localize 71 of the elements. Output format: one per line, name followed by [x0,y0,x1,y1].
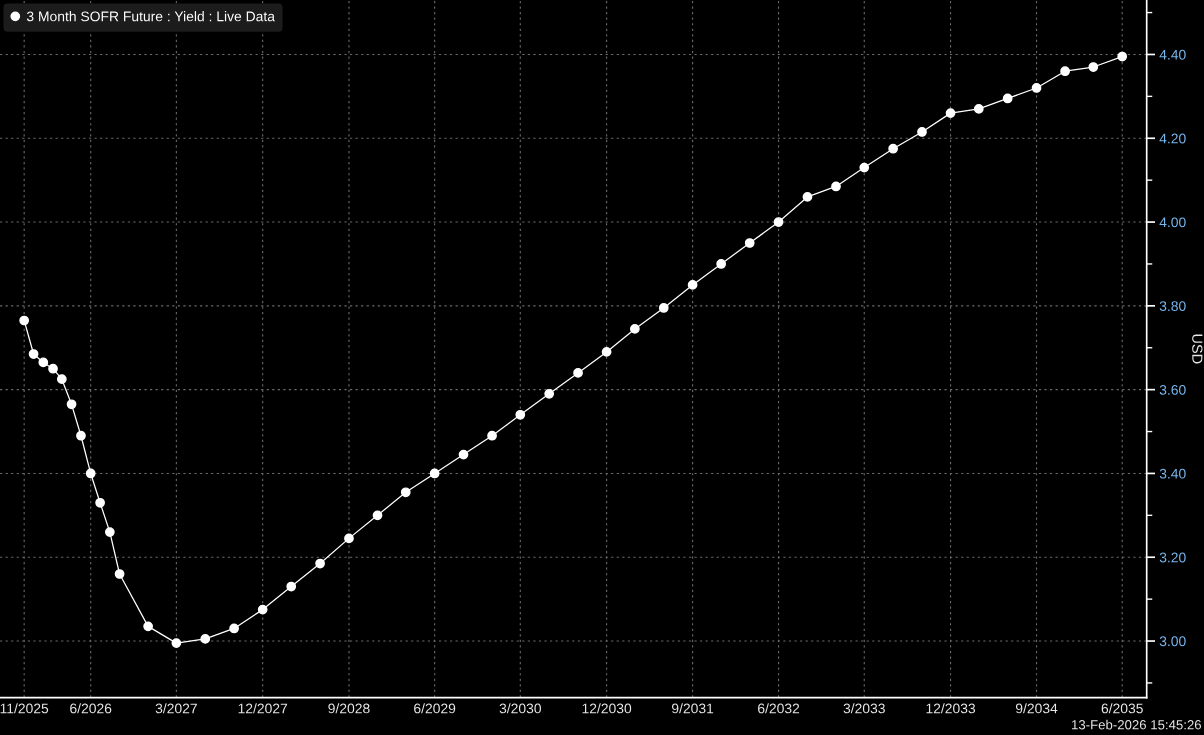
point [143,621,153,632]
point [487,430,497,441]
point [1117,51,1128,62]
point [114,569,125,579]
point [104,527,115,537]
point [515,409,526,420]
y-tick-label: 3.20 [1159,552,1186,563]
point [48,363,58,374]
point [171,638,182,648]
text: 13-Feb-2026 15:45:26 [1072,719,1202,730]
x-tick-label: 9/2034 [1015,703,1058,714]
x-tick-label: 12/2027 [238,703,288,714]
point [286,581,297,592]
point [38,357,49,368]
x-tick-label: 6/2035 [1101,703,1143,714]
point [1088,62,1099,72]
x-tick-label: 9/2031 [672,703,714,714]
point [95,497,105,508]
point [400,487,411,498]
point [76,430,86,441]
x-tick-label: 9/2028 [328,703,370,714]
x-tick-label: 12/2030 [582,703,632,714]
point [56,374,67,385]
point [945,108,956,118]
point [19,315,30,326]
point [888,143,898,154]
x-tick-label: 6/2026 [70,703,112,714]
point [629,324,640,334]
point [716,259,727,269]
x-tick-label: 6/2029 [414,703,456,714]
point [687,280,698,290]
x-tick-label: 3/2033 [843,703,885,714]
point [315,558,325,569]
y-tick-label: 3.40 [1159,468,1186,479]
y-tick-label: 3.80 [1159,301,1186,312]
point [802,192,813,202]
x-tick-label: 11/2025 [0,703,49,714]
point [973,104,984,114]
y-tick-label: 4.40 [1159,49,1186,60]
point [458,449,469,460]
y-axis-title: USD [1192,334,1203,364]
point [1031,83,1042,93]
point [917,127,927,137]
point [544,388,555,399]
point [229,623,239,634]
legend-label: 3 Month SOFR Future : Yield : Live Data [26,11,275,22]
point [601,347,612,357]
point [85,468,96,479]
point [573,368,583,378]
point [257,604,268,615]
point [1060,66,1070,77]
point [429,468,440,479]
point [200,634,211,644]
point [28,349,39,359]
point [1002,93,1013,104]
y-tick-label: 4.00 [1159,217,1186,228]
x-tick-label: 6/2032 [758,703,800,714]
x-tick-label: 12/2033 [926,703,976,714]
point [773,217,784,227]
point [859,162,870,173]
y-tick-label: 4.20 [1159,133,1186,144]
point [66,399,77,410]
x-tick-label: 3/2027 [155,703,197,714]
point [831,181,841,192]
y-tick-label: 3.60 [1159,384,1186,395]
y-tick-label: 3.00 [1159,636,1186,647]
point [344,533,354,544]
point [744,238,755,248]
point [658,303,669,313]
point [372,510,383,521]
x-tick-label: 3/2030 [499,703,542,714]
